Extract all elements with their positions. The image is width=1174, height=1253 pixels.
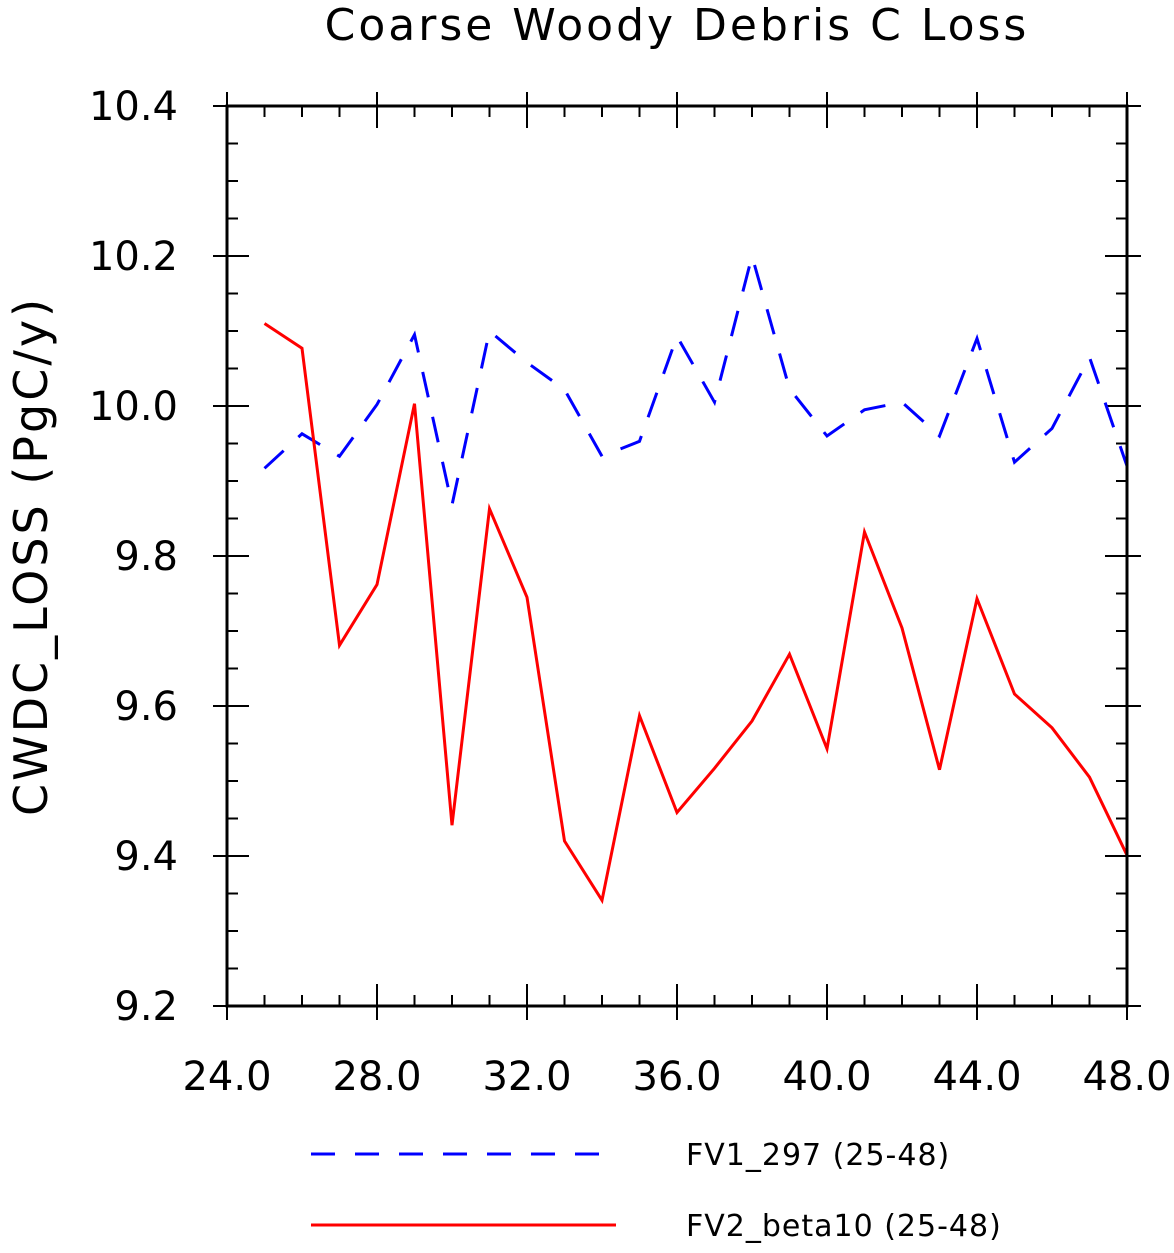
y-tick-label: 9.8	[114, 534, 178, 580]
legend-label-2: FV2_beta10 (25-48)	[686, 1209, 1002, 1244]
legend: FV1_297 (25-48) FV2_beta10 (25-48)	[311, 1138, 1002, 1244]
x-tick-label: 32.0	[482, 1054, 571, 1100]
y-axis-label: CWDC_LOSS (PgC/y)	[4, 296, 58, 816]
plot-frame	[227, 106, 1127, 1006]
y-tick-label: 9.2	[114, 984, 178, 1030]
y-tick-label: 9.4	[114, 834, 178, 880]
y-tick-label: 10.4	[89, 84, 178, 130]
x-tick-label: 24.0	[182, 1054, 271, 1100]
series-line-1	[265, 256, 1128, 505]
chart-title: Coarse Woody Debris C Loss	[325, 0, 1030, 51]
series-line-2	[265, 324, 1128, 901]
x-tick-label: 48.0	[1082, 1054, 1171, 1100]
x-tick-label: 40.0	[782, 1054, 871, 1100]
axis-ticks	[213, 92, 1141, 1020]
y-tick-labels: 9.2 9.4 9.6 9.8 10.0 10.2 10.4	[89, 84, 178, 1030]
y-tick-label: 9.6	[114, 684, 178, 730]
series-lines	[264, 256, 1127, 900]
legend-label-1: FV1_297 (25-48)	[686, 1138, 950, 1173]
x-tick-label: 36.0	[632, 1054, 721, 1100]
y-tick-label: 10.2	[89, 234, 178, 280]
y-tick-label: 10.0	[89, 384, 178, 430]
x-tick-label: 44.0	[932, 1054, 1021, 1100]
x-tick-labels: 24.0 28.0 32.0 36.0 40.0 44.0 48.0	[182, 1054, 1171, 1100]
x-tick-label: 28.0	[332, 1054, 421, 1100]
